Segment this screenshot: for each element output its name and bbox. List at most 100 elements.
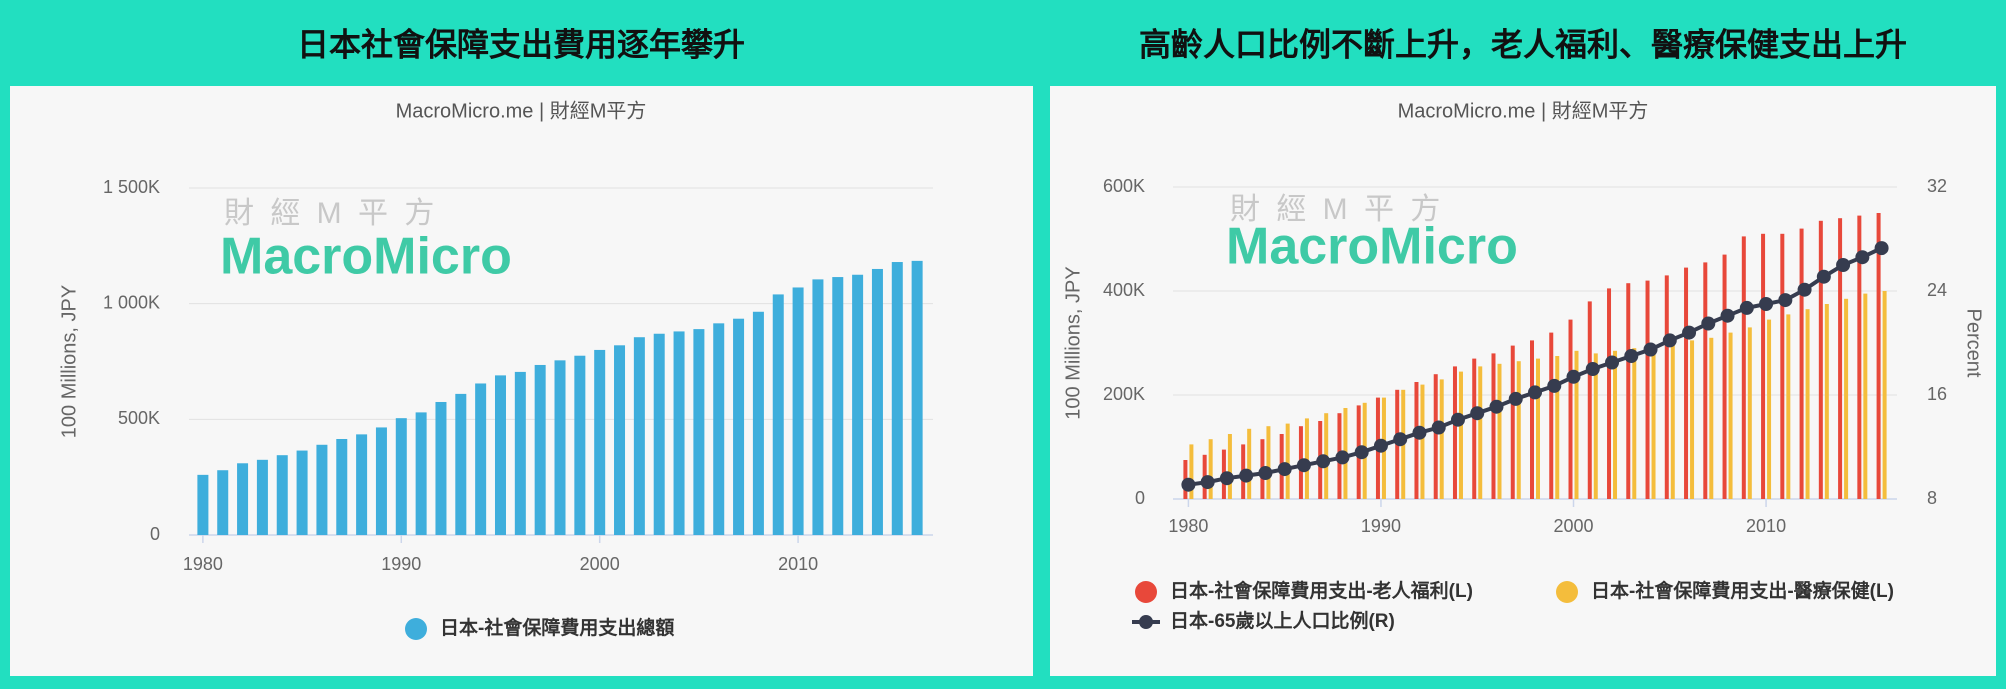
bar [852,274,864,535]
x-tick-label: 2010 [1746,516,1786,536]
bar [1818,220,1823,500]
bar [276,455,288,535]
legend-label: 日本-社會保障費用支出-老人福利(L) [1170,579,1473,602]
bar [891,262,903,535]
legend-label: 日本-社會保障費用支出-醫療保健(L) [1591,579,1894,602]
bar [554,360,566,535]
bar [1876,213,1881,499]
bar [1433,374,1438,499]
legend-symbol [1139,615,1153,629]
line-point [1239,468,1254,483]
bar [1439,379,1444,499]
bar [1844,298,1849,499]
line-point [1778,293,1793,308]
bar [1670,343,1675,499]
bar [1664,275,1669,499]
bar [197,474,209,535]
line-point [1816,269,1831,284]
bar [415,412,427,535]
legend-symbol [1556,581,1578,603]
line-point [1739,300,1754,315]
bar [1728,332,1733,499]
bar [633,337,645,535]
bar [1747,327,1752,499]
bar [356,434,368,535]
line-point [1316,454,1331,469]
legend-label: 日本-社會保障費用支出總額 [440,616,674,639]
line-point [1701,316,1716,331]
y-tick-label: 500K [118,408,160,428]
bar [1414,382,1419,499]
bar [316,444,328,535]
y2-tick-label: 16 [1927,384,1947,404]
line-point [1874,241,1889,256]
line-point [1296,458,1311,473]
bar [1587,301,1592,499]
bar [574,355,586,535]
bar [772,294,784,535]
bar [693,329,705,535]
bar [752,311,764,535]
line-point [1489,399,1504,414]
line-point [1335,450,1350,465]
line-point [1277,462,1292,477]
line-point [1566,369,1581,384]
y2-tick-label: 24 [1927,280,1947,300]
x-tick-label: 1980 [1168,516,1208,536]
legend-label: 日本-65歲以上人口比例(R) [1170,609,1395,632]
line-point [1354,445,1369,460]
bar [1761,233,1766,500]
line-point [1181,477,1196,492]
bar [713,323,725,535]
bar [534,364,546,535]
line-point [1624,349,1639,363]
bar [256,459,268,535]
x-tick-label: 2010 [778,554,818,574]
x-tick-label: 1990 [1361,516,1401,536]
line-point [1643,342,1658,357]
bar [336,438,348,535]
y-tick-label: 0 [1135,488,1145,508]
bar [1703,262,1708,499]
bar [1690,340,1695,499]
bar [1266,426,1271,499]
bar [1536,358,1540,499]
bar [1472,358,1477,499]
legend-symbol [405,618,427,640]
y2-tick-label: 8 [1927,488,1937,508]
bar [1208,439,1213,499]
bar [653,333,665,535]
bar [1786,314,1791,499]
y-tick-label: 200K [1103,384,1145,404]
bar [1285,423,1290,499]
y-axis-label: 100 Millions, JPY [1062,266,1084,419]
bar [1593,353,1598,499]
bar [1497,363,1502,499]
line-point [1470,406,1485,421]
bar [217,470,229,535]
chart-subtitle: MacroMicro.me | 財經M平方 [1398,99,1649,122]
line-point [1585,362,1600,376]
bar [237,463,249,535]
line-point [1759,297,1774,311]
y-tick-label: 0 [150,524,160,544]
line-point [1412,425,1427,440]
bar [296,450,308,535]
bar [1632,348,1637,499]
line-point [1836,258,1851,272]
bar [1452,366,1457,499]
x-tick-label: 1980 [183,554,223,574]
bar [871,268,883,535]
bar [792,287,804,535]
bar [1645,280,1650,499]
bar [375,427,387,535]
bar [1838,218,1843,499]
y2-axis-label: Percent [1963,309,1985,378]
x-tick-label: 2000 [580,554,620,574]
line-point [1720,308,1735,323]
bar [594,349,606,535]
line-point [1219,471,1234,486]
bar [1568,319,1573,499]
bar [1767,319,1772,499]
